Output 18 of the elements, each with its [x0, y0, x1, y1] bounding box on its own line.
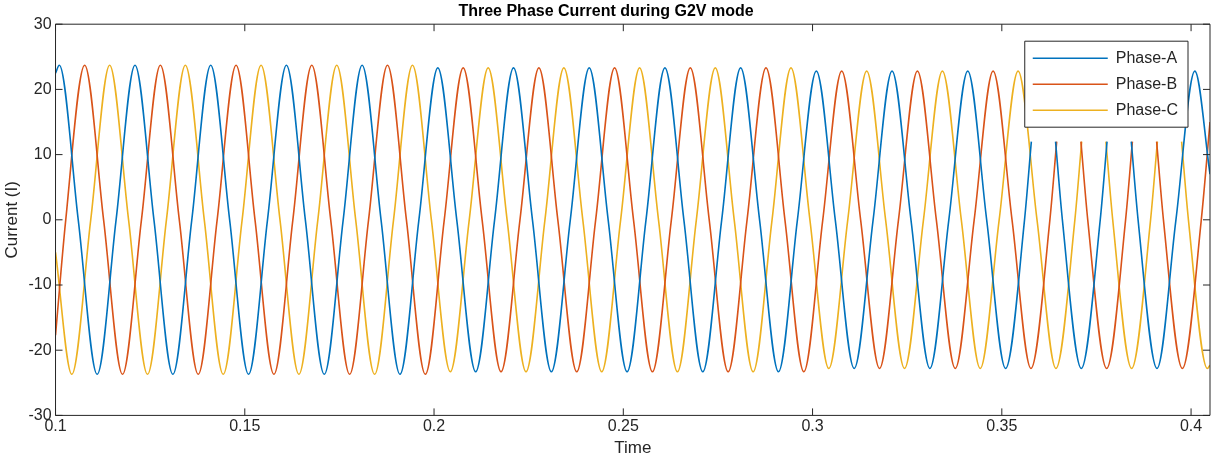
legend-label: Phase-A	[1115, 48, 1178, 66]
x-tick-label: 0.2	[422, 417, 446, 435]
x-axis-title: Time	[614, 438, 652, 458]
x-tick-label: 0.25	[607, 417, 639, 435]
legend-label: Phase-B	[1115, 74, 1178, 92]
y-tick-label: 30	[33, 14, 52, 32]
y-axis-title: Current (I)	[1, 181, 21, 259]
x-tick-label: 0.15	[229, 417, 261, 435]
x-tick-label: 0.4	[1179, 417, 1203, 435]
x-tick-label: 0.35	[986, 417, 1018, 435]
x-tick-label: 0.3	[801, 417, 824, 435]
y-tick-label: -10	[28, 275, 52, 293]
chart-title: Three Phase Current during G2V mode	[458, 2, 754, 20]
y-tick-label: -20	[28, 340, 52, 358]
y-tick-label: 0	[42, 210, 52, 228]
y-tick-label: 10	[33, 145, 52, 163]
y-tick-label: 20	[33, 79, 52, 97]
legend-label: Phase-C	[1115, 100, 1178, 118]
